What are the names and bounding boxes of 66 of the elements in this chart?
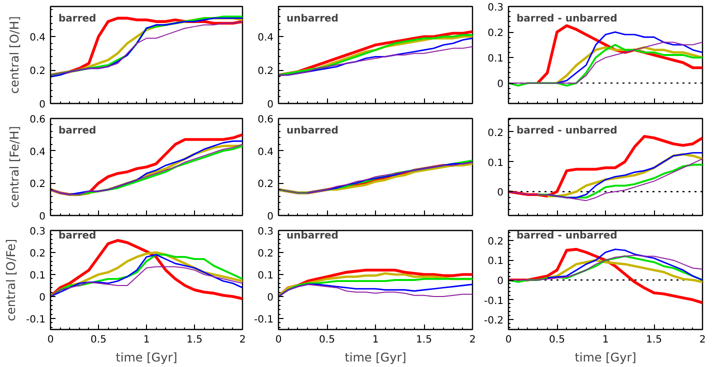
y-tick-label: 0.1 [488,158,504,169]
y-axis-title: central [O/Fe] [4,238,18,322]
annotation: unbarred [286,230,338,242]
y-tick-label: 0.2 [488,128,504,139]
x-tick-label: 1.5 [186,334,202,346]
y-tick-label: 0.6 [258,114,274,126]
x-axis-title: time [Gyr] [574,350,636,364]
y-tick-label: 0.2 [30,179,46,190]
x-tick-label: 1 [602,334,609,346]
annotation: barred - unbarred [516,230,618,242]
y-tick-label: 0.2 [488,28,504,40]
y-tick-label: 0.1 [258,270,274,282]
y-tick-label: 0 [39,292,46,304]
annotation: barred - unbarred [516,126,618,136]
annotation: barred [58,230,96,242]
y-tick-label: 0 [39,100,46,110]
y-tick-label: 0.3 [488,2,504,14]
y-tick-label: 0.1 [488,54,504,65]
x-tick-label: 2 [469,334,476,346]
y-tick-label: -0.2 [484,316,504,327]
y-tick-label: 0.1 [30,270,46,282]
x-tick-label: 0.5 [549,334,565,346]
x-tick-label: 1.5 [416,334,432,346]
y-tick-label: 0 [267,100,274,110]
annotation: barred [58,14,96,24]
y-tick-label: 0.4 [258,146,274,158]
x-tick-label: 2 [239,334,246,346]
y-tick-label: 0.2 [258,248,274,260]
x-tick-label: 1 [143,334,150,346]
annotation: barred [58,126,96,136]
y-tick-label: 0 [267,212,274,222]
x-tick-label: 0 [275,334,282,346]
y-tick-label: 0.4 [258,32,274,44]
y-tick-label: 0.2 [488,236,504,248]
y-tick-label: 0.1 [488,256,504,268]
y-tick-label: 0 [497,276,504,287]
x-tick-label: 0 [505,334,512,346]
y-tick-label: 0.3 [258,226,274,238]
y-tick-label: 0.6 [30,114,46,126]
y-tick-label: 0 [497,188,504,199]
y-tick-label: 0.2 [258,179,274,190]
y-tick-label: 0 [39,212,46,222]
annotation: unbarred [286,14,338,24]
x-tick-label: 0.5 [319,334,335,346]
y-tick-label: -0.1 [26,314,46,326]
y-axis-title: central [Fe/H] [8,126,22,208]
y-tick-label: 0.2 [30,66,46,78]
y-tick-label: 0.4 [30,146,46,158]
y-tick-label: -0.1 [484,296,504,307]
y-tick-label: 0.3 [30,226,46,238]
x-tick-label: 0 [47,334,54,346]
x-tick-label: 0.5 [90,334,106,346]
x-axis-title: time [Gyr] [344,350,406,364]
y-tick-label: 0.4 [30,32,46,44]
y-tick-label: -0.1 [254,314,274,326]
y-tick-label: 0.2 [258,66,274,78]
x-tick-label: 1 [372,334,379,346]
y-tick-label: 0 [497,79,504,90]
annotation: barred - unbarred [516,14,618,24]
x-tick-label: 2 [699,334,706,346]
y-axis-title: central [O/H] [8,16,22,94]
x-axis-title: time [Gyr] [116,350,178,364]
y-tick-label: 0 [267,292,274,304]
y-tick-label: 0.2 [30,248,46,260]
annotation: unbarred [286,126,338,136]
x-tick-label: 1.5 [646,334,662,346]
